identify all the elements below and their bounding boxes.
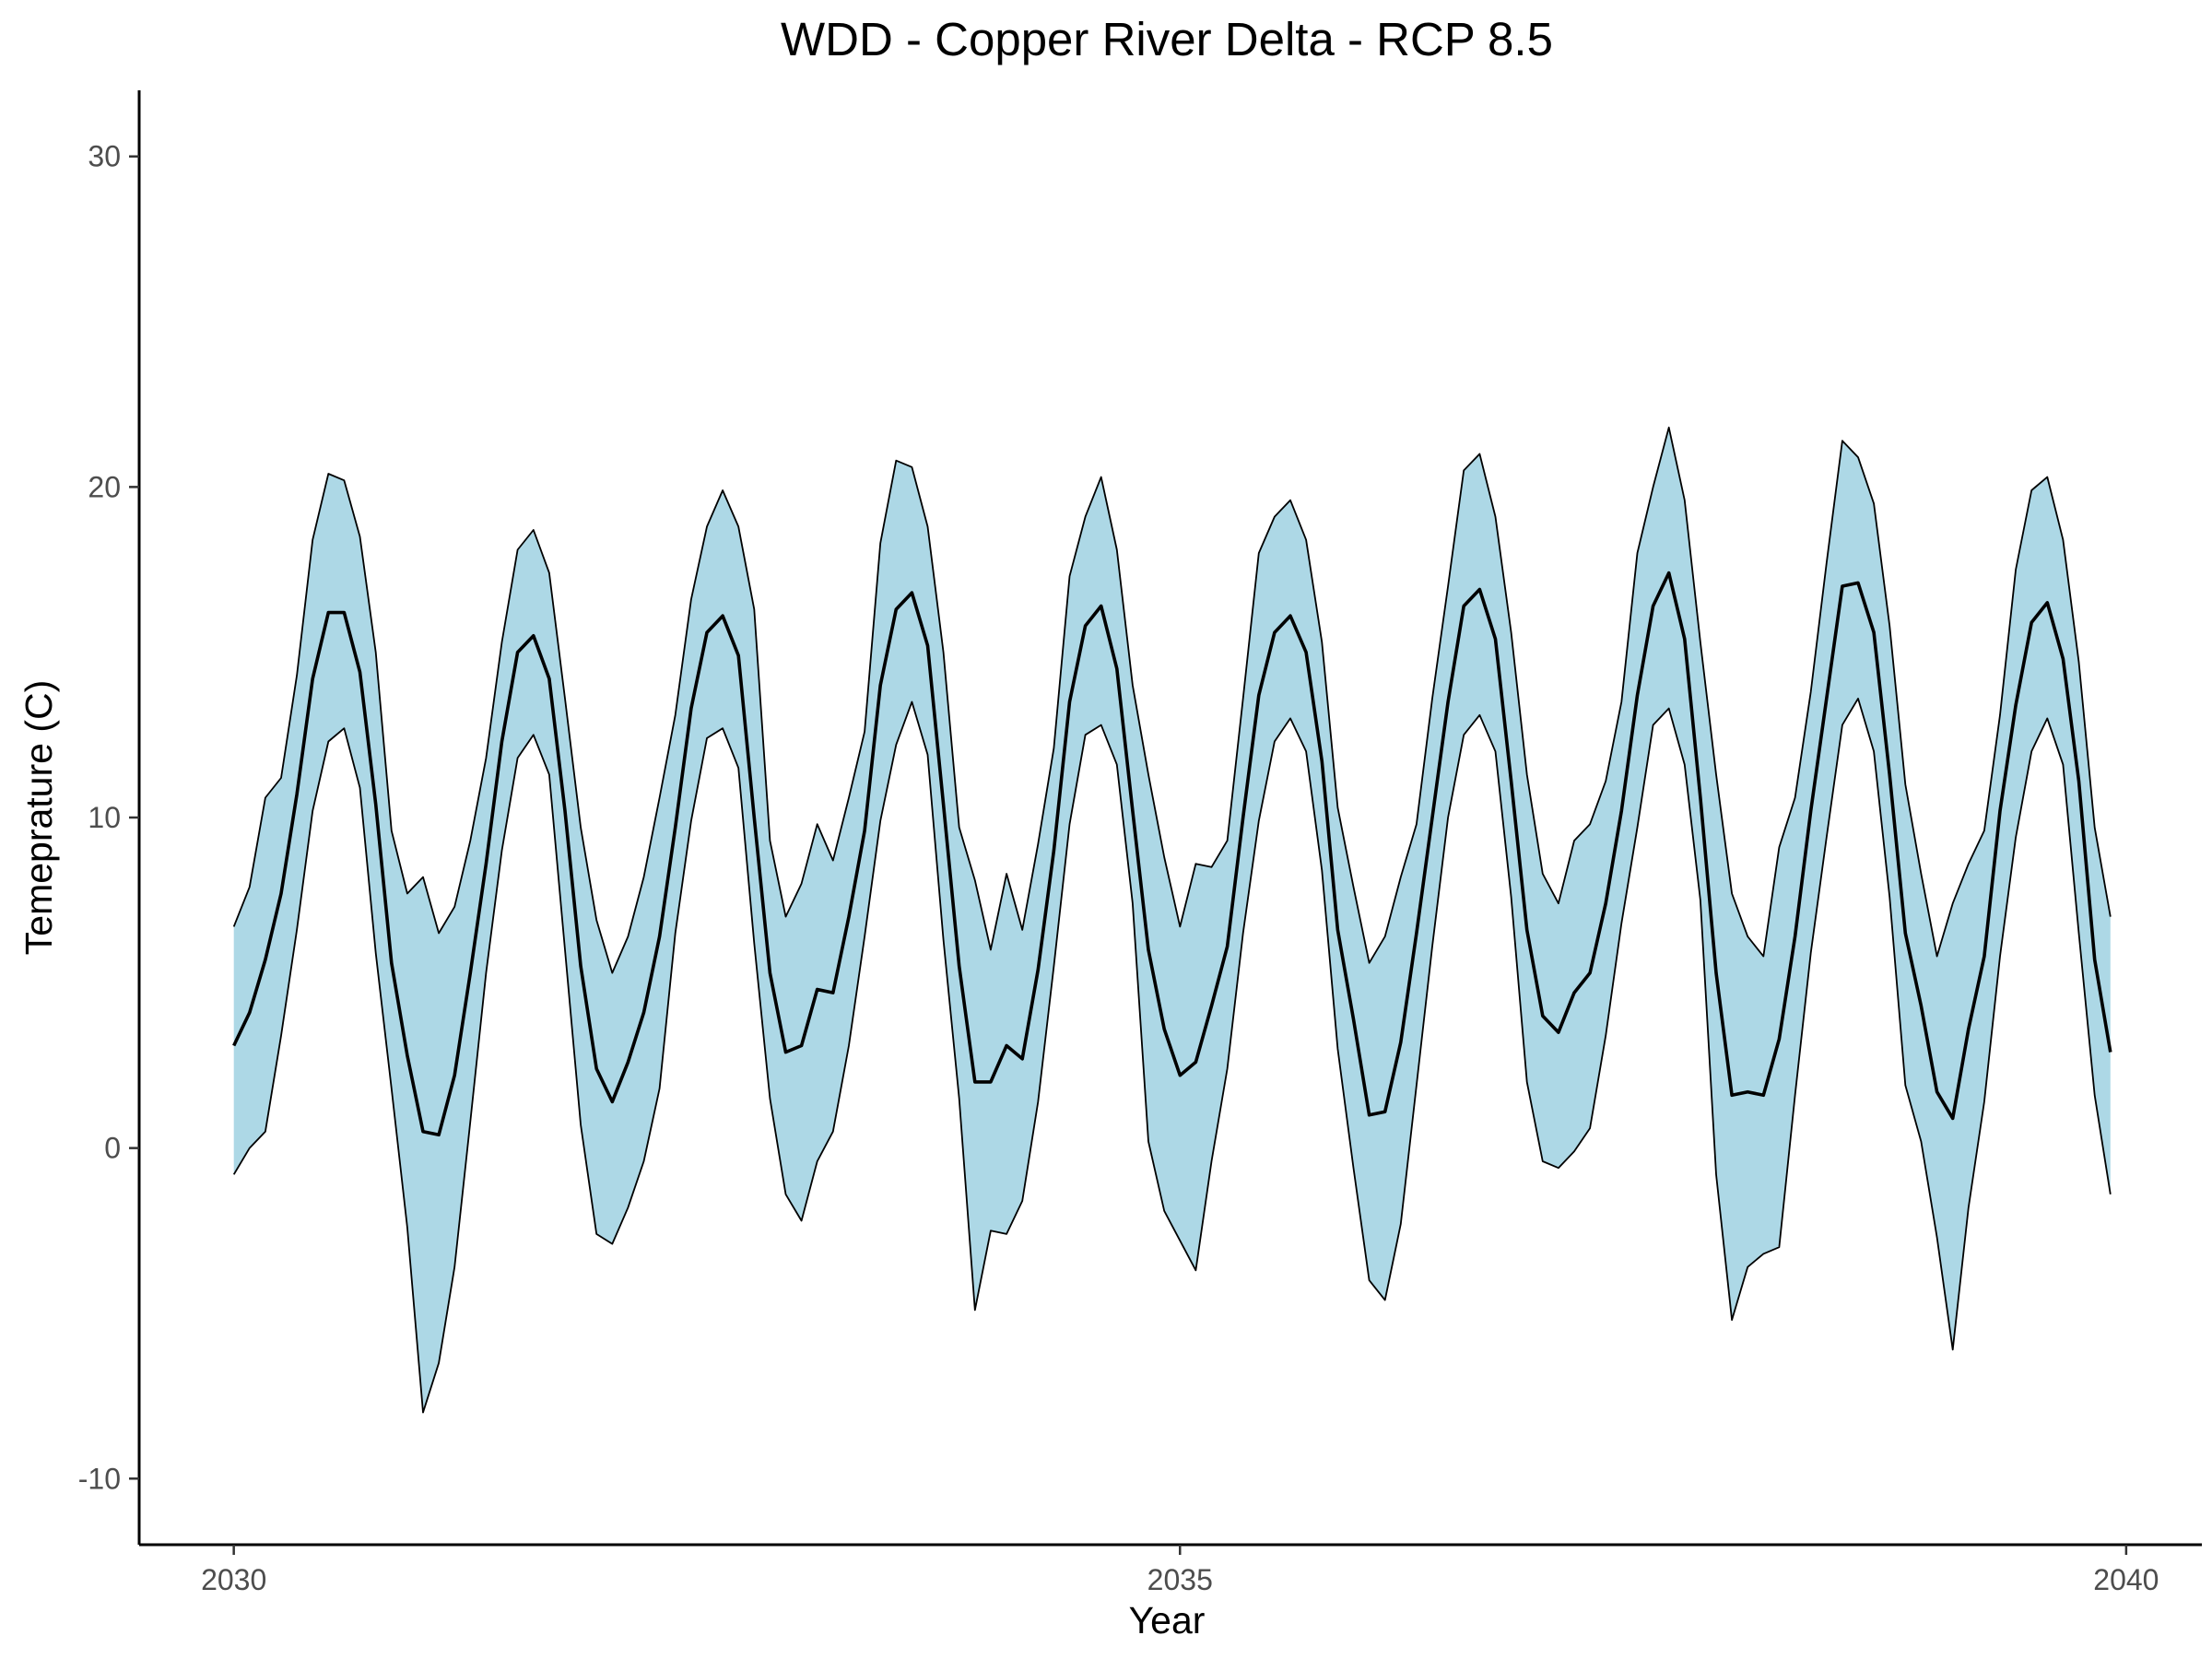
y-tick-label: 20 [88,470,121,503]
x-tick-label: 2035 [1147,1563,1213,1596]
y-axis-title: Temeprature (C) [18,680,60,955]
y-tick-label: -10 [78,1462,121,1495]
x-axis-ticks: 2030 2035 2040 [201,1545,2159,1596]
chart-title: WDD - Copper River Delta - RCP 8.5 [781,13,1553,65]
y-tick-label: 30 [88,140,121,173]
confidence-ribbon [233,427,2111,1413]
y-tick-label: 0 [104,1132,121,1165]
y-axis-ticks: -10 0 10 20 30 [78,140,139,1495]
x-axis-title: Year [1129,1599,1206,1641]
x-tick-label: 2040 [2093,1563,2159,1596]
plot-area [232,426,2112,1414]
y-tick-label: 10 [88,801,121,834]
series-mean-line [232,571,2112,1137]
series-upper-line [232,426,2112,974]
x-tick-label: 2030 [201,1563,266,1596]
series-lower-line [232,698,2112,1414]
